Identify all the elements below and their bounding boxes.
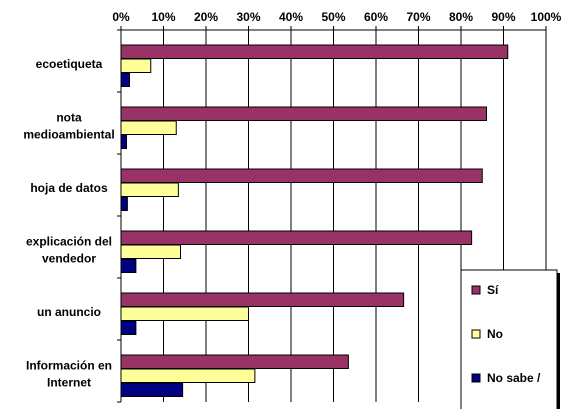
bar-no-sabe bbox=[120, 258, 137, 273]
category-label: medioambiental bbox=[23, 128, 114, 142]
x-tick-label: 60% bbox=[364, 10, 388, 24]
axes bbox=[117, 26, 547, 403]
bar-no-sabe bbox=[120, 196, 128, 211]
x-tick-label: 50% bbox=[321, 10, 345, 24]
x-tick-label: 10% bbox=[151, 10, 175, 24]
bar-no bbox=[120, 182, 179, 197]
legend-label: Sí bbox=[487, 283, 499, 297]
bar-no bbox=[120, 244, 181, 259]
category-label: nota bbox=[56, 111, 82, 125]
legend-swatch bbox=[471, 373, 481, 383]
legend-swatch bbox=[471, 329, 481, 339]
x-axis-tick-labels: 0% 10% 20% 30% 40% 50% 60% 70% 80% 90% 100% bbox=[112, 10, 561, 24]
category-labels: ecoetiqueta nota medioambiental hoja de dat… bbox=[23, 57, 114, 390]
bar-no bbox=[120, 58, 152, 73]
bar-no-sabe bbox=[120, 320, 137, 335]
x-tick-label: 40% bbox=[279, 10, 303, 24]
x-tick-label: 30% bbox=[236, 10, 260, 24]
legend-label: No bbox=[487, 327, 503, 341]
category-label: explicación del bbox=[26, 235, 112, 249]
category-label: hoja de datos bbox=[30, 181, 108, 195]
bar-si bbox=[120, 230, 473, 245]
x-tick-label: 20% bbox=[194, 10, 218, 24]
legend: Sí No No sabe / bbox=[460, 269, 560, 409]
category-label: un anuncio bbox=[37, 305, 101, 319]
legend-swatch bbox=[471, 285, 481, 295]
bars bbox=[120, 44, 509, 397]
category-label: vendedor bbox=[42, 252, 96, 266]
category-label: Información en bbox=[26, 359, 112, 373]
x-tick-label: 70% bbox=[406, 10, 430, 24]
bar-si bbox=[120, 292, 405, 307]
bar-si bbox=[120, 168, 483, 183]
bar-no bbox=[120, 120, 177, 135]
x-tick-label: 0% bbox=[112, 10, 130, 24]
bar-no-sabe bbox=[120, 134, 128, 149]
bar-si bbox=[120, 44, 509, 59]
bar-no bbox=[120, 306, 249, 321]
x-tick-label: 80% bbox=[449, 10, 473, 24]
category-label: Internet bbox=[47, 376, 91, 390]
x-tick-label: 100% bbox=[531, 10, 562, 24]
bar-no-sabe bbox=[120, 72, 130, 87]
legend-label: No sabe / bbox=[487, 371, 541, 385]
x-tick-label: 90% bbox=[491, 10, 515, 24]
category-label: ecoetiqueta bbox=[36, 57, 103, 71]
bar-si bbox=[120, 354, 349, 369]
bar-si bbox=[120, 106, 487, 121]
bar-no bbox=[120, 368, 256, 383]
bar-no-sabe bbox=[120, 382, 184, 397]
